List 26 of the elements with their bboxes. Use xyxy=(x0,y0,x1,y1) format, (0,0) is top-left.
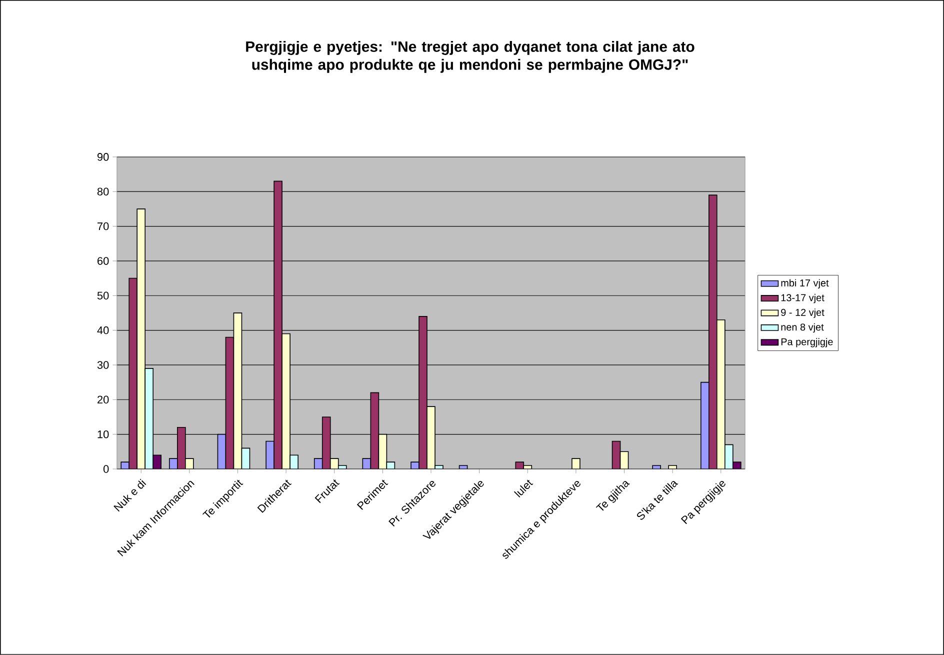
x-tick-label: S'ka te tilla xyxy=(637,481,678,520)
legend-label: mbi 17 vjet xyxy=(781,279,829,289)
legend-label: Pa pergjigje xyxy=(781,338,833,348)
legend-label: 9 - 12 vjet xyxy=(781,308,824,318)
y-tick-label: 10 xyxy=(98,430,109,438)
y-tick-label: 80 xyxy=(97,188,109,196)
y-tick-label: 90 xyxy=(97,153,109,161)
bar xyxy=(225,336,234,470)
bar xyxy=(217,434,226,470)
bar xyxy=(612,440,621,470)
y-tick-label: 20 xyxy=(98,396,109,404)
bar xyxy=(378,434,388,470)
x-tick-label: Nuk e di xyxy=(114,478,146,512)
bar xyxy=(233,312,242,470)
legend-label: nen 8 vjet xyxy=(781,323,824,333)
y-tick-label: 30 xyxy=(97,361,109,369)
y-tick-label: 60 xyxy=(98,257,109,265)
bar xyxy=(241,448,250,470)
y-tick-label: 70 xyxy=(98,222,109,230)
y-tick-label: 40 xyxy=(97,326,109,334)
x-tick-label: lulet xyxy=(514,480,534,498)
legend-label: 13-17 vjet xyxy=(781,294,824,304)
bar xyxy=(370,392,380,470)
chart-title: Pergjigje e pyetjes: "Ne tregjet apo dyqanet tona cilat jane ato ushqime apo produkte qe ju mendoni se permbajne OMGJ?" xyxy=(246,40,694,73)
y-tick-label: 50 xyxy=(97,292,109,300)
y-tick-label: 0 xyxy=(103,465,109,473)
